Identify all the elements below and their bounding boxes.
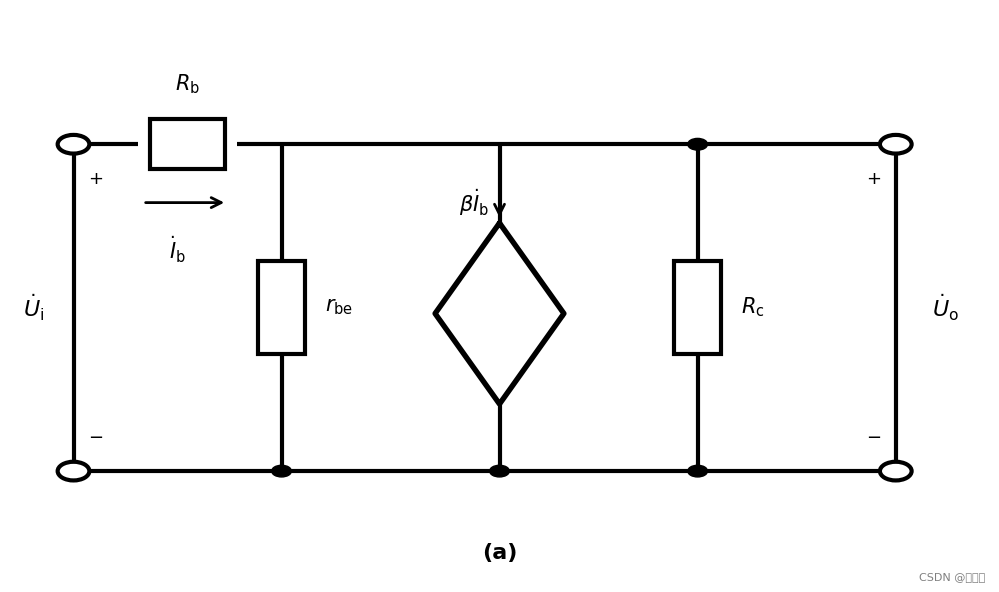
Text: $\beta\dot{I}_\mathrm{b}$: $\beta\dot{I}_\mathrm{b}$ (460, 187, 490, 218)
Bar (258, 261, 306, 355)
Circle shape (272, 465, 292, 477)
Circle shape (880, 135, 912, 153)
Text: $+$: $+$ (88, 170, 103, 188)
Text: $R_\mathrm{b}$: $R_\mathrm{b}$ (175, 72, 200, 96)
Text: $\dot{U}_\mathrm{o}$: $\dot{U}_\mathrm{o}$ (932, 292, 959, 323)
Bar (150, 120, 225, 169)
Circle shape (880, 462, 912, 481)
Circle shape (687, 139, 707, 150)
Text: $+$: $+$ (866, 170, 881, 188)
Text: $\dot{U}_\mathrm{i}$: $\dot{U}_\mathrm{i}$ (23, 292, 45, 323)
Text: $-$: $-$ (88, 427, 103, 445)
Text: $r_\mathrm{be}$: $r_\mathrm{be}$ (325, 298, 354, 317)
Circle shape (490, 465, 509, 477)
Text: $R_\mathrm{c}$: $R_\mathrm{c}$ (741, 296, 765, 320)
Text: $-$: $-$ (866, 427, 881, 445)
Bar (674, 261, 721, 355)
Circle shape (58, 462, 89, 481)
Text: (a): (a) (482, 543, 517, 563)
Text: CSDN @妖兽喽: CSDN @妖兽喽 (919, 572, 985, 582)
Circle shape (687, 465, 707, 477)
Polygon shape (436, 223, 563, 404)
Circle shape (58, 135, 89, 153)
Text: $\dot{I}_\mathrm{b}$: $\dot{I}_\mathrm{b}$ (169, 234, 186, 265)
